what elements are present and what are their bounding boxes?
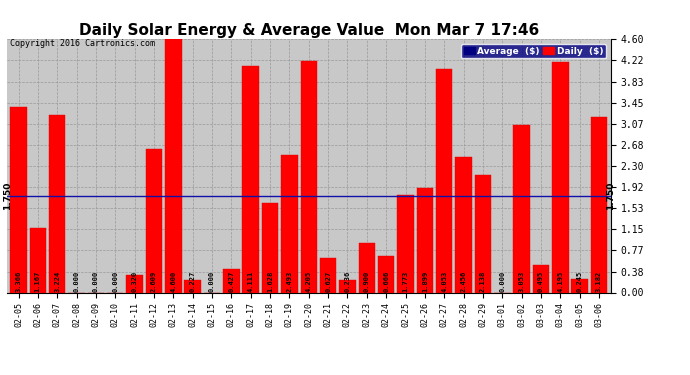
Text: 2.138: 2.138: [480, 271, 486, 292]
Bar: [184, 280, 201, 292]
Text: 0.245: 0.245: [577, 271, 582, 292]
Text: 3.053: 3.053: [519, 271, 524, 292]
Bar: [30, 228, 46, 292]
Bar: [436, 69, 453, 292]
Text: 4.195: 4.195: [558, 271, 563, 292]
Bar: [591, 117, 607, 292]
Bar: [378, 256, 395, 292]
Text: 0.495: 0.495: [538, 271, 544, 292]
Bar: [223, 269, 239, 292]
Text: 1.750: 1.750: [606, 182, 615, 210]
Bar: [146, 149, 162, 292]
Text: 1.750: 1.750: [3, 182, 12, 210]
Text: 0.000: 0.000: [500, 271, 505, 292]
Text: 2.609: 2.609: [151, 271, 157, 292]
Bar: [359, 243, 375, 292]
Text: 0.320: 0.320: [132, 271, 137, 292]
Bar: [417, 188, 433, 292]
Text: 4.111: 4.111: [248, 271, 254, 292]
Text: 4.053: 4.053: [441, 271, 447, 292]
Text: 0.627: 0.627: [325, 271, 331, 292]
Text: 1.167: 1.167: [35, 271, 41, 292]
Text: 4.205: 4.205: [306, 271, 312, 292]
Bar: [242, 66, 259, 292]
Text: 2.456: 2.456: [461, 271, 466, 292]
Text: 0.000: 0.000: [93, 271, 99, 292]
Text: 1.628: 1.628: [267, 271, 273, 292]
Bar: [475, 175, 491, 292]
Bar: [49, 115, 66, 292]
Bar: [397, 195, 414, 292]
Text: 3.366: 3.366: [15, 271, 21, 292]
Bar: [320, 258, 336, 292]
Text: 0.427: 0.427: [228, 271, 235, 292]
Bar: [282, 155, 297, 292]
Text: 0.900: 0.900: [364, 271, 370, 292]
Text: 0.000: 0.000: [112, 271, 118, 292]
Text: 0.666: 0.666: [383, 271, 389, 292]
Bar: [262, 203, 278, 292]
Text: 3.224: 3.224: [55, 271, 60, 292]
Text: 4.600: 4.600: [170, 271, 177, 292]
Bar: [126, 275, 143, 292]
Text: 3.182: 3.182: [596, 271, 602, 292]
Text: 0.227: 0.227: [190, 271, 196, 292]
Legend: Average  ($), Daily  ($): Average ($), Daily ($): [461, 44, 606, 58]
Bar: [513, 124, 530, 292]
Bar: [339, 279, 356, 292]
Bar: [552, 62, 569, 292]
Text: 2.493: 2.493: [286, 271, 293, 292]
Text: 1.773: 1.773: [402, 271, 408, 292]
Bar: [10, 107, 27, 292]
Bar: [301, 61, 317, 292]
Bar: [533, 265, 549, 292]
Text: Copyright 2016 Cartronics.com: Copyright 2016 Cartronics.com: [10, 39, 155, 48]
Text: 1.899: 1.899: [422, 271, 428, 292]
Text: 0.236: 0.236: [344, 271, 351, 292]
Bar: [455, 158, 472, 292]
Bar: [571, 279, 588, 292]
Text: 0.000: 0.000: [209, 271, 215, 292]
Title: Daily Solar Energy & Average Value  Mon Mar 7 17:46: Daily Solar Energy & Average Value Mon M…: [79, 23, 539, 38]
Bar: [165, 39, 181, 292]
Text: 0.000: 0.000: [74, 271, 79, 292]
